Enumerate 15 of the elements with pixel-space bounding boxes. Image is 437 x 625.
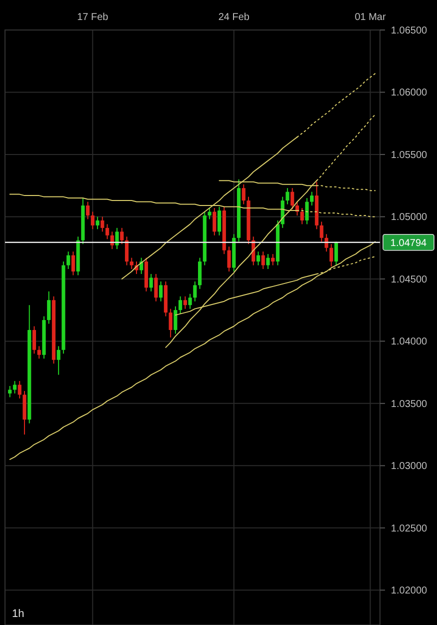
y-tick-label: 1.06000 — [390, 88, 428, 99]
y-tick-label: 1.04000 — [390, 336, 428, 348]
x-tick-label: 24 Feb — [218, 12, 250, 23]
y-tick-label: 1.05500 — [390, 150, 428, 161]
x-tick-label: 17 Feb — [77, 12, 109, 23]
y-tick-label: 1.04500 — [390, 274, 428, 286]
annotation: 1h — [12, 608, 24, 620]
y-tick-label: 1.02000 — [390, 586, 428, 597]
x-tick-label: 01 Mar — [354, 12, 386, 23]
y-tick-label: 1.06500 — [390, 26, 428, 36]
y-tick-label: 1.05000 — [390, 212, 428, 224]
y-tick-label: 1.03500 — [390, 398, 428, 410]
y-tick-label: 1.02500 — [390, 523, 428, 534]
y-tick-label: 1.03000 — [390, 461, 428, 472]
ref-line-label: 1.04794 — [390, 238, 428, 249]
